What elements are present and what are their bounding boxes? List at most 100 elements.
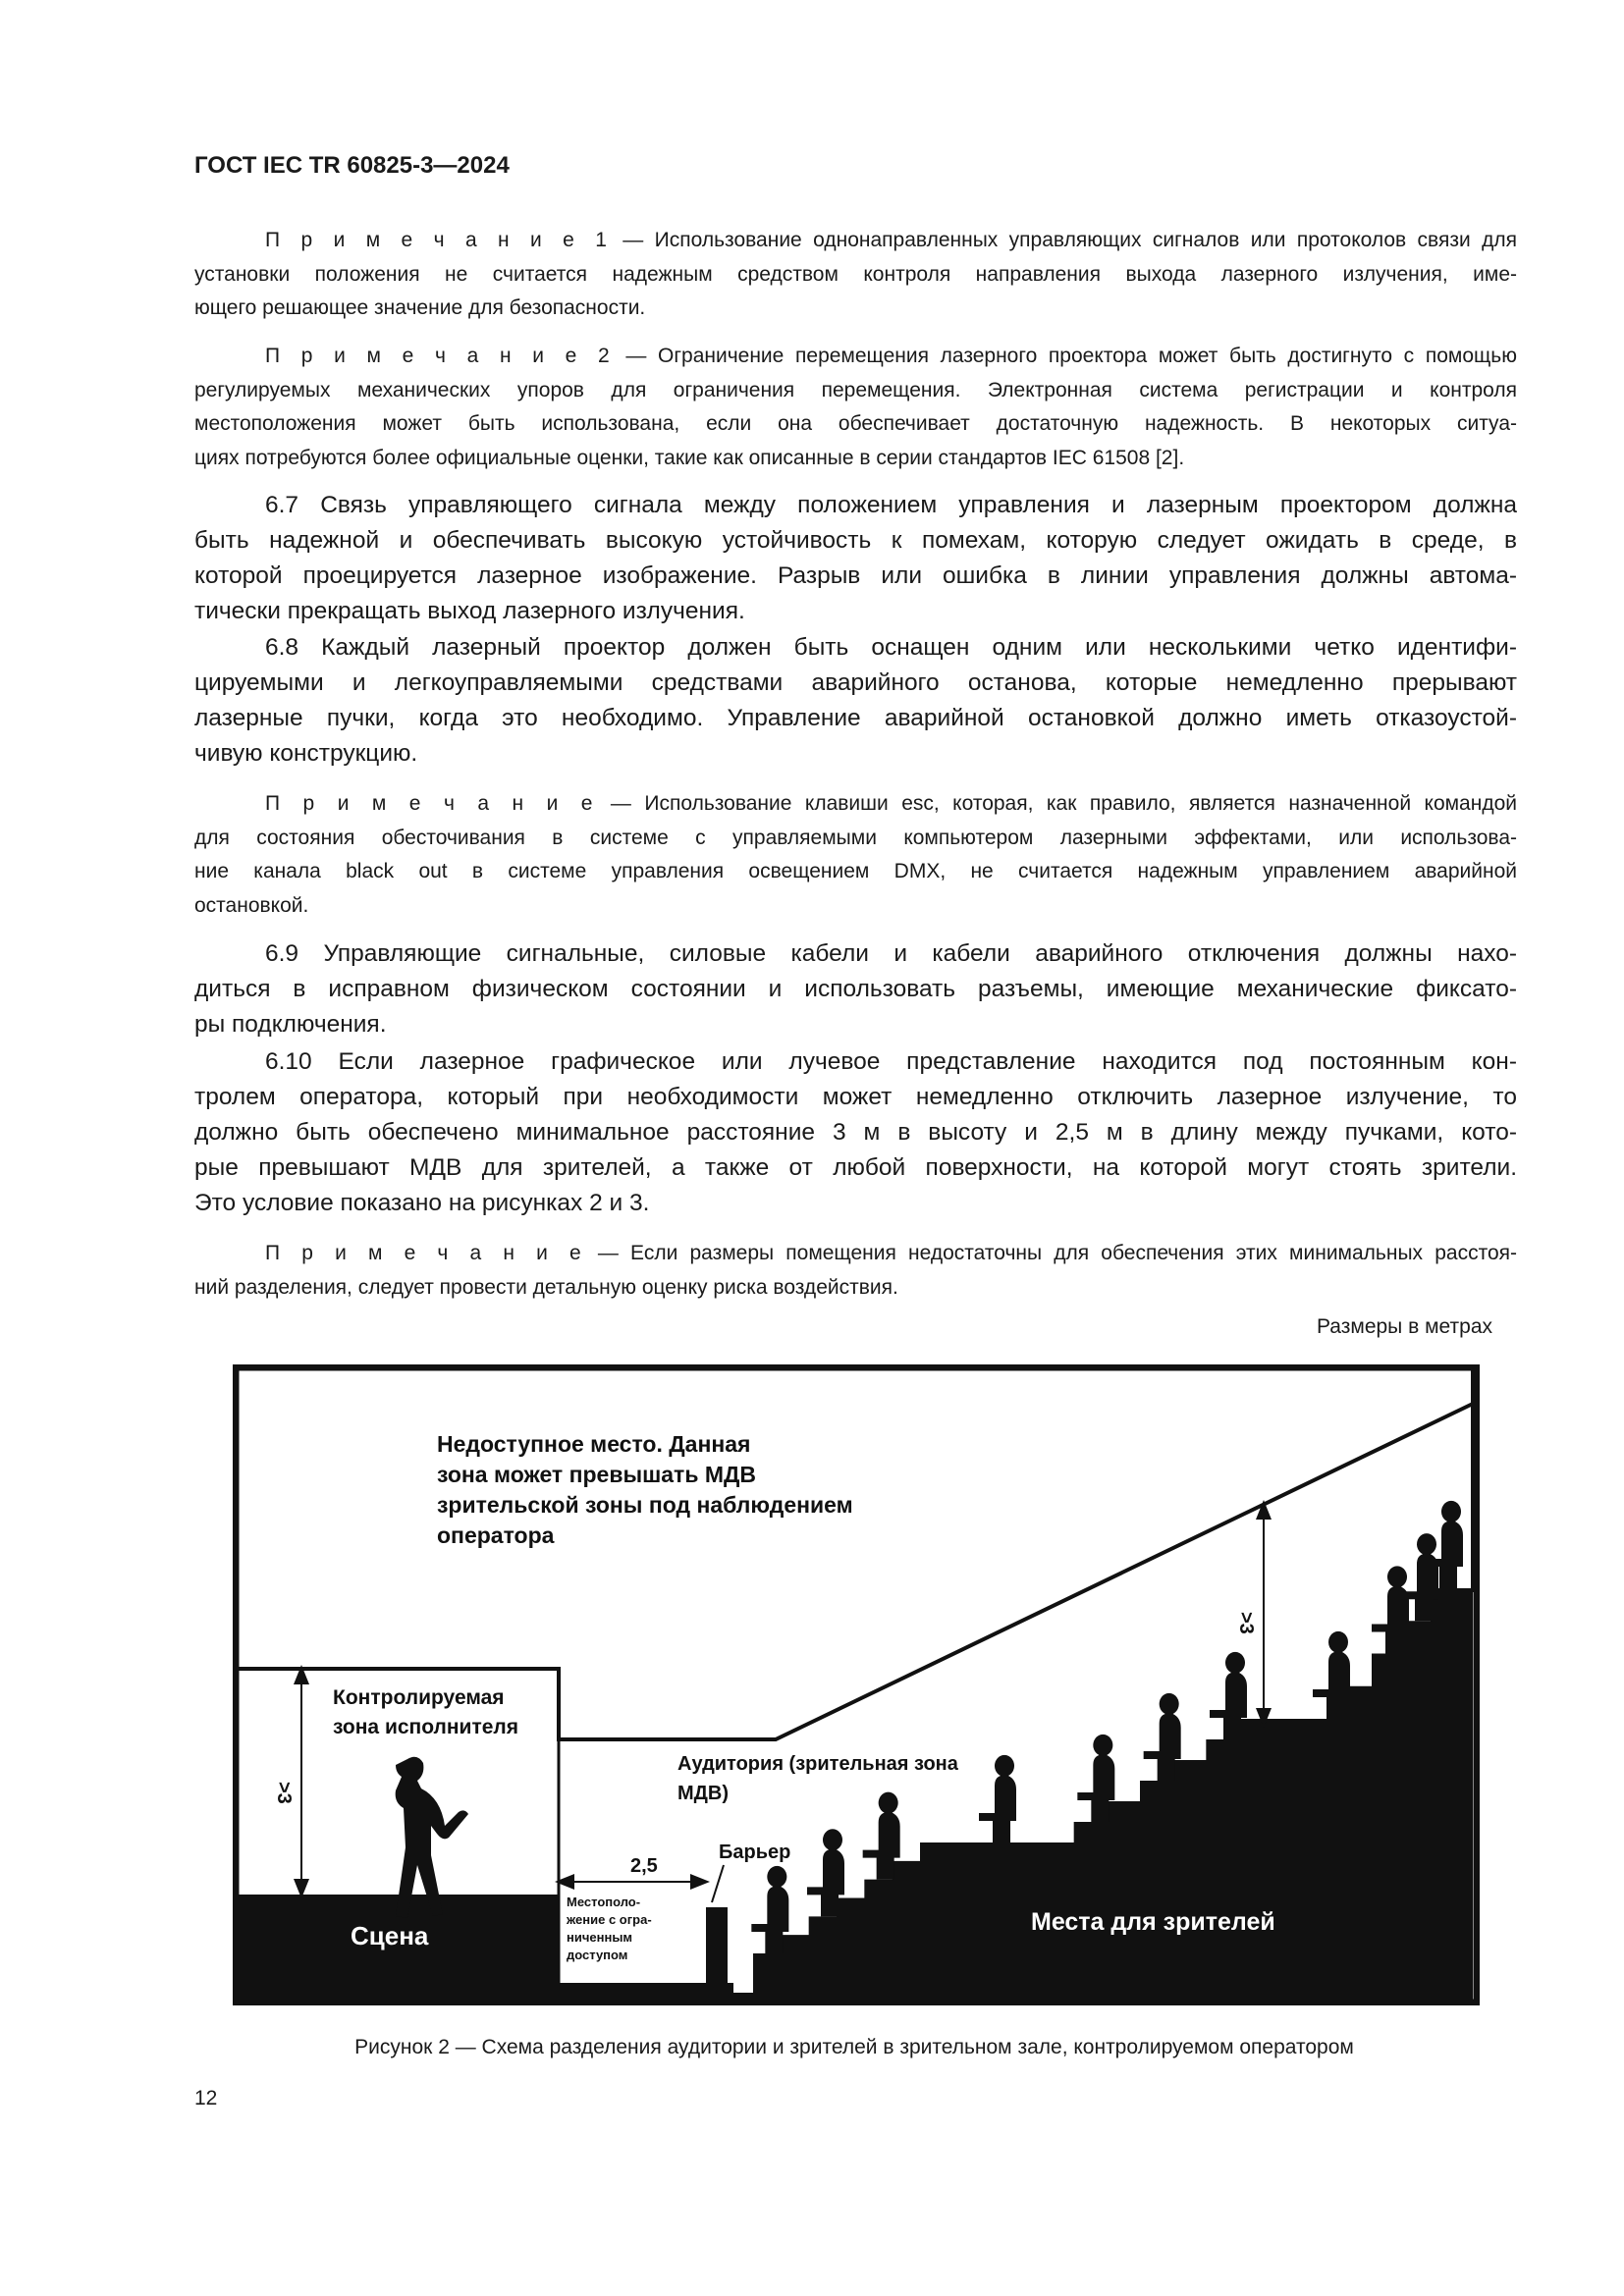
text-line: быть надежной и обеспечивать высокую уст… [194,523,1517,559]
dimensions-note: Размеры в метрах [1317,1315,1492,1338]
label-line: МДВ) [677,1783,729,1804]
spectator-silhouette [751,1865,789,1953]
spectator-silhouette [862,1791,900,1880]
spectator-silhouette [807,1829,844,1917]
line-text: быть надежной и обеспечивать высокую уст… [194,527,1517,554]
barrier-label: Барьер [719,1842,790,1863]
label-line: зрительской зоны под наблюдением [437,1492,853,1518]
text-line: П р и м е ч а н и е 2 — Ограничение пере… [194,340,1517,374]
spectator-silhouette [1426,1500,1463,1588]
line-text: циях потребуются более официальные оценк… [194,446,1185,469]
spectator-silhouette [1372,1566,1409,1654]
spectator-silhouette [1210,1651,1247,1739]
line-text: ющего решающее значение для безопасности… [194,296,646,319]
spectators [751,1500,1463,1953]
line-text: рые превышают МДВ для зрителей, а также … [194,1154,1517,1181]
line-text: диться в исправном физическом состоянии … [194,976,1517,1002]
line-text: — Использование клавиши esc, которая, ка… [597,792,1517,815]
text-line: 6.8 Каждый лазерный проектор должен быть… [194,630,1517,666]
figure-caption: Рисунок 2 — Схема разделения аудитории и… [354,2036,1354,2058]
line-text: для состояния обесточивания в системе с … [194,826,1517,849]
text-line: должно быть обеспечено минимальное расст… [194,1115,1517,1150]
spectator-silhouette [1401,1533,1438,1622]
page-number: 12 [194,2087,218,2109]
label-line: Местополо- [567,1895,640,1909]
clause-paragraph: 6.10 Если лазерное графическое или лучев… [194,1044,1517,1221]
text-line: 6.9 Управляющие сигнальные, силовые кабе… [194,936,1517,972]
performer-zone-label: Контролируемая зона исполнителя [333,1686,518,1738]
line-text: которой проецируется лазерное изображени… [194,562,1517,589]
text-line: 6.7 Связь управляющего сигнала между пол… [194,488,1517,523]
text-line: Это условие показано на рисунках 2 и 3. [194,1186,1517,1221]
text-line: местоположения может быть использована, … [194,407,1517,442]
line-text: чивую конструкцию. [194,740,418,767]
line-text: местоположения может быть использована, … [194,412,1517,435]
text-line: ющего решающее значение для безопасности… [194,292,1517,326]
spectator-silhouette [979,1754,1016,1842]
spectator-silhouette [1077,1734,1115,1822]
label-line: Аудитория (зрительная зона [677,1753,959,1775]
text-line: П р и м е ч а н и е — Если размеры помещ… [194,1237,1517,1271]
line-text: ры подключения. [194,1011,387,1038]
line-text: — Ограничение перемещения лазерного прое… [614,345,1517,367]
label-line: зона исполнителя [333,1716,518,1738]
line-text: тически прекращать выход лазерного излуч… [194,598,745,624]
stage-label: Сцена [351,1921,429,1950]
text-line: для состояния обесточивания в системе с … [194,822,1517,856]
text-line: П р и м е ч а н и е — Использование клав… [194,787,1517,822]
seats-label: Места для зрителей [1031,1908,1275,1936]
stage-floor [233,1895,559,2005]
line-text: ние канала black out в системе управлени… [194,860,1517,882]
text-line: которой проецируется лазерное изображени… [194,559,1517,594]
width-label: 2,5 [630,1855,658,1877]
clause-paragraph: 6.9 Управляющие сигнальные, силовые кабе… [194,936,1517,1042]
height-label-left: >3 [273,1782,295,1804]
text-line: цируемыми и легкоуправляемыми средствами… [194,666,1517,701]
clause-paragraph: 6.8 Каждый лазерный проектор должен быть… [194,630,1517,772]
line-text: тролем оператора, который при необходимо… [194,1084,1517,1110]
figure-2: >3 >3 2,5 Барьер Недоступное место. Данн… [232,1363,1481,2006]
note-paragraph: П р и м е ч а н и е 2 — Ограничение пере… [194,340,1517,475]
line-text: Это условие показано на рисунках 2 и 3. [194,1190,650,1216]
line-text: должно быть обеспечено минимальное расст… [194,1119,1517,1146]
line-text: лазерные пучки, когда это необходимо. Уп… [194,705,1517,731]
text-line: установки положения не считается надежны… [194,258,1517,293]
label-line: жение с огра- [566,1912,652,1927]
note-label: П р и м е ч а н и е 2 [265,345,615,367]
figure-border [232,1363,1481,2006]
performer-silhouette [395,1756,468,1918]
label-line: оператора [437,1522,555,1548]
spectator-silhouette [1143,1692,1181,1781]
text-line: П р и м е ч а н и е 1 — Использование од… [194,224,1517,258]
spectator-silhouette [1313,1630,1350,1719]
label-line: ниченным [567,1930,632,1945]
label-line: зона может превышать МДВ [437,1462,756,1487]
restricted-area-label: Местополо- жение с огра- ниченным доступ… [566,1895,652,1962]
text-line: чивую конструкцию. [194,736,1517,772]
line-text: ний разделения, следует провести детальн… [194,1275,898,1299]
text-line: 6.10 Если лазерное графическое или лучев… [194,1044,1517,1080]
text-line: ние канала black out в системе управлени… [194,855,1517,889]
note-label: П р и м е ч а н и е [265,792,598,815]
line-text: 6.7 Связь управляющего сигнала между пол… [265,492,1517,518]
line-text: регулируемых механических упоров для огр… [194,378,1517,401]
note-paragraph: П р и м е ч а н и е — Если размеры помещ… [194,1237,1517,1305]
text-line: диться в исправном физическом состоянии … [194,972,1517,1007]
line-text: — Использование однонаправленных управля… [611,229,1517,251]
clause-paragraph: 6.7 Связь управляющего сигнала между пол… [194,488,1517,629]
line-text: — Если размеры помещения недостаточны дл… [585,1242,1517,1264]
audience-zone-label: Аудитория (зрительная зона МДВ) [677,1753,959,1804]
label-line: Контролируемая [333,1686,505,1709]
seating-stairs [728,1588,1473,2005]
inaccessible-zone-label: Недоступное место. Данная зона может пре… [437,1431,853,1548]
line-text: цируемыми и легкоуправляемыми средствами… [194,669,1517,696]
label-line: Недоступное место. Данная [437,1431,750,1457]
text-line: ний разделения, следует провести детальн… [194,1271,1517,1306]
text-line: тролем оператора, который при необходимо… [194,1080,1517,1115]
text-line: ры подключения. [194,1007,1517,1042]
text-line: циях потребуются более официальные оценк… [194,442,1517,476]
barrier-pointer [711,1864,725,1903]
line-text: 6.8 Каждый лазерный проектор должен быть… [265,634,1517,661]
document-header: ГОСТ IEC TR 60825-3—2024 [194,152,510,179]
note-paragraph: П р и м е ч а н и е 1 — Использование од… [194,224,1517,326]
